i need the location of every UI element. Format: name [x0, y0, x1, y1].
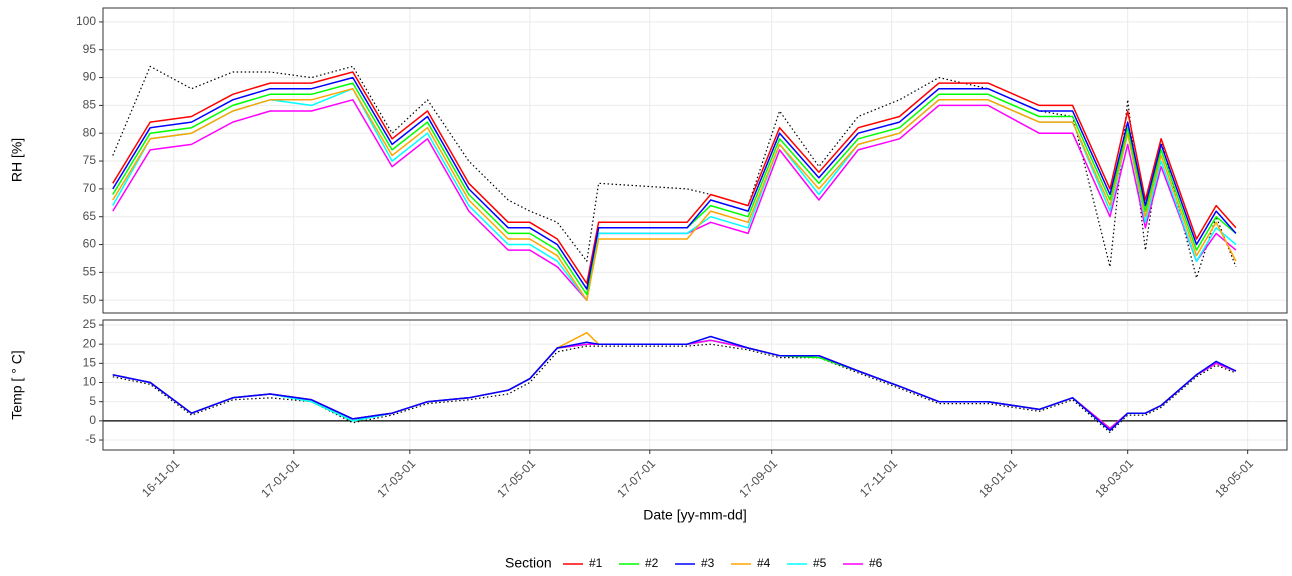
y-tick-label: 95: [83, 42, 97, 56]
x-tick-label: 17-03-01: [374, 456, 418, 500]
x-axis-title: Date [yy-mm-dd]: [643, 507, 746, 523]
x-tick-label: 18-03-01: [1092, 456, 1136, 500]
y-tick-label: 15: [83, 356, 97, 370]
y-tick-label: 100: [76, 14, 96, 28]
legend-label: #2: [645, 556, 659, 570]
x-tick-label: 18-01-01: [976, 456, 1020, 500]
y-tick-label: -5: [85, 432, 96, 446]
legend-label: #3: [701, 556, 715, 570]
x-tick-label: 17-05-01: [494, 456, 538, 500]
series-line: [112, 99, 1237, 301]
y-tick-label: 85: [83, 98, 97, 112]
y-tick-label: 75: [83, 153, 97, 167]
y-tick-label: 90: [83, 70, 97, 84]
y-axis-title: RH [%]: [9, 138, 25, 182]
y-tick-label: 80: [83, 125, 97, 139]
legend-label: #4: [757, 556, 771, 570]
x-tick-label: 17-09-01: [736, 456, 780, 500]
y-axis-title: Temp [ ° C]: [9, 350, 25, 419]
x-tick-label: 18-05-01: [1212, 456, 1256, 500]
y-tick-label: 5: [89, 394, 96, 408]
legend-title: Section: [505, 555, 552, 571]
x-tick-label: 17-11-01: [857, 456, 900, 499]
y-tick-label: 65: [83, 209, 97, 223]
series-line: [112, 76, 1237, 290]
x-tick-label: 17-01-01: [258, 456, 302, 500]
y-tick-label: 20: [83, 336, 97, 350]
legend-label: #1: [589, 556, 603, 570]
panel: [103, 8, 1287, 313]
panel-border: [102, 7, 1288, 314]
y-tick-label: 55: [83, 265, 97, 279]
x-tick-label: 17-07-01: [614, 456, 658, 500]
y-tick-label: 50: [83, 292, 97, 306]
series-line: [112, 335, 1237, 432]
legend-label: #5: [813, 556, 827, 570]
panel-border: [102, 319, 1288, 451]
series-line: [112, 71, 1237, 285]
y-tick-label: 0: [89, 413, 96, 427]
series-line: [112, 65, 1237, 279]
series-line: [112, 82, 1237, 296]
legend-label: #6: [869, 556, 883, 570]
y-tick-label: 60: [83, 237, 97, 251]
y-tick-label: 25: [83, 317, 97, 331]
series-line: [112, 87, 1237, 301]
x-tick-label: 16-11-01: [139, 456, 182, 499]
y-tick-label: 70: [83, 181, 97, 195]
y-tick-label: 10: [83, 375, 97, 389]
